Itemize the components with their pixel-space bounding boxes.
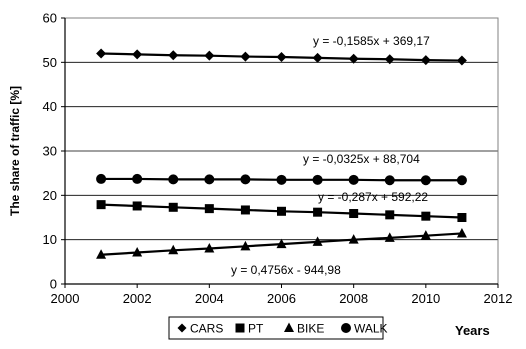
data-point-pt xyxy=(168,202,178,212)
data-point-cars xyxy=(168,50,179,61)
data-point-walk xyxy=(168,174,179,185)
legend-marker-cars xyxy=(177,323,187,333)
trendline-equation-walk: y = -0,0325x + 88,704 xyxy=(303,152,420,166)
axes xyxy=(61,17,499,288)
legend-label-walk: WALK xyxy=(354,322,388,336)
data-point-bike xyxy=(456,227,467,238)
legend-marker-pt xyxy=(235,323,245,333)
data-point-walk xyxy=(312,174,323,185)
y-tick-label: 10 xyxy=(43,232,57,247)
x-axis-label: Years xyxy=(455,323,490,338)
data-point-walk xyxy=(456,175,467,186)
data-point-cars xyxy=(384,54,395,65)
data-point-bike xyxy=(168,244,179,255)
data-point-pt xyxy=(240,205,250,215)
data-point-pt xyxy=(204,204,214,214)
legend-box xyxy=(168,316,384,340)
x-tick-label: 2000 xyxy=(51,291,80,306)
data-point-pt xyxy=(457,213,467,222)
trendline-equation-cars: y = -0,1585x + 369,17 xyxy=(313,34,430,48)
x-tick-label: 2012 xyxy=(484,291,513,306)
data-point-cars xyxy=(204,50,215,61)
data-point-bike xyxy=(132,247,143,257)
trendline-equations: y = -0,1585x + 369,17 y = -0,0325x + 88,7… xyxy=(231,34,430,277)
data-series xyxy=(96,48,467,259)
trendline-equation-bike: y = 0,4756x - 944,98 xyxy=(231,263,341,277)
data-point-bike xyxy=(240,240,251,251)
data-point-pt xyxy=(385,210,395,220)
data-point-pt xyxy=(349,209,359,219)
series-walk xyxy=(96,173,467,186)
data-point-walk xyxy=(96,173,107,184)
legend-marker-walk xyxy=(341,323,351,333)
data-point-pt xyxy=(421,211,431,221)
y-tick-label: 40 xyxy=(43,99,57,114)
x-tick-label: 2002 xyxy=(123,291,152,306)
data-point-pt xyxy=(132,201,142,211)
y-tick-label: 30 xyxy=(43,144,57,159)
x-tick-label: 2004 xyxy=(195,291,224,306)
x-tick-label: 2008 xyxy=(339,291,368,306)
data-point-walk xyxy=(420,175,431,186)
data-point-walk xyxy=(384,175,395,186)
x-tick-label: 2006 xyxy=(267,291,296,306)
y-tick-labels: 0 10 20 30 40 50 60 xyxy=(43,11,57,292)
y-tick-label: 20 xyxy=(43,188,57,203)
data-point-cars xyxy=(276,52,287,63)
data-point-cars xyxy=(96,48,107,59)
x-tick-label: 2010 xyxy=(411,291,440,306)
series-pt xyxy=(96,200,467,222)
data-point-cars xyxy=(312,52,323,63)
data-point-walk xyxy=(240,174,251,185)
legend-label-bike: BIKE xyxy=(297,322,324,336)
data-point-pt xyxy=(313,207,323,217)
data-point-bike xyxy=(348,234,359,244)
data-point-cars xyxy=(240,51,251,62)
data-point-walk xyxy=(348,174,359,185)
legend-label-cars: CARS xyxy=(190,322,223,336)
data-point-bike xyxy=(384,232,395,242)
data-point-pt xyxy=(96,200,106,210)
data-point-bike xyxy=(420,230,431,240)
legend-marker-bike xyxy=(284,322,294,332)
data-point-walk xyxy=(276,174,287,185)
data-point-bike xyxy=(96,249,107,259)
data-point-cars xyxy=(132,49,143,60)
data-point-walk xyxy=(132,173,143,184)
series-cars xyxy=(96,48,467,66)
y-tick-label: 0 xyxy=(50,277,57,292)
trendline-equation-pt: y = -0,287x + 592,22 xyxy=(318,190,428,204)
data-point-cars xyxy=(456,55,467,66)
legend-label-pt: PT xyxy=(248,322,264,336)
y-axis-label: The share of traffic [%] xyxy=(8,86,22,216)
y-tick-label: 50 xyxy=(43,55,57,70)
data-point-walk xyxy=(204,174,215,185)
data-point-bike xyxy=(312,236,323,246)
data-point-cars xyxy=(420,55,431,66)
series-bike xyxy=(96,227,467,259)
data-point-bike xyxy=(276,238,287,249)
data-point-pt xyxy=(277,206,286,216)
x-tick-labels: 2000 2002 2004 2006 2008 2010 2012 xyxy=(51,291,513,306)
y-tick-label: 60 xyxy=(43,11,57,26)
data-point-cars xyxy=(348,53,359,64)
data-point-bike xyxy=(204,243,215,253)
legend: CARS PT BIKE WALK xyxy=(168,316,388,340)
